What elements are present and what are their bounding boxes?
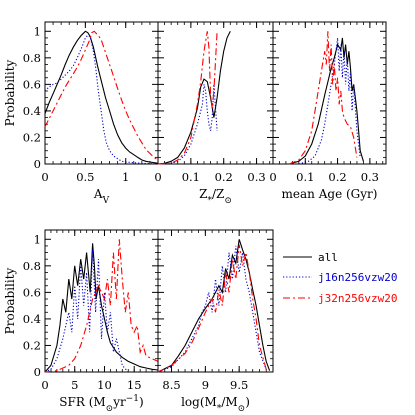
series-line-all xyxy=(157,239,271,373)
series-line-all xyxy=(44,30,159,164)
legend: all j16n256vzw20 j32n256vzw20 xyxy=(283,251,397,305)
y-tick-label: 0.8 xyxy=(23,51,41,65)
x-axis-label: log(M*/M⊙) xyxy=(181,395,250,414)
panel-2: 0 0.1 0.2 0.3 mean Age (Gyr) xyxy=(269,21,387,201)
panel-0: 0 0.2 0.4 0.6 0.8 1 0 0.5 1 AV Probability xyxy=(3,21,159,206)
x-tick-label: 0 xyxy=(41,378,48,392)
y-tick-label: 0.4 xyxy=(23,104,41,118)
series-line-all xyxy=(288,37,364,165)
panel-frame xyxy=(157,21,274,165)
panel-frame xyxy=(157,229,274,373)
x-axis-label: SFR (M⊙yr−1) xyxy=(59,394,143,414)
panel-frame xyxy=(272,21,387,165)
x-tick-label: 5 xyxy=(71,378,78,392)
x-tick-label: 0.5 xyxy=(76,170,94,184)
y-tick-label: 0.4 xyxy=(23,312,41,326)
x-tick-label: 9.5 xyxy=(230,378,248,392)
x-axis-label: AV xyxy=(93,187,110,206)
series-line-j16n256vzw20 xyxy=(298,37,361,165)
y-tick-label: 0.8 xyxy=(23,259,41,273)
panel-frame xyxy=(44,21,159,165)
series-line-all xyxy=(157,31,231,165)
y-tick-label: 0 xyxy=(34,365,41,379)
y-axis-label: Probability xyxy=(3,59,17,126)
x-axis-label: mean Age (Gyr) xyxy=(282,187,378,201)
y-tick-label: 0.2 xyxy=(23,338,41,352)
x-tick-label: 0.2 xyxy=(328,170,346,184)
x-tick-label: 0.1 xyxy=(182,170,200,184)
series-line-j16n256vzw20 xyxy=(157,84,218,165)
series-line-j32n256vzw20 xyxy=(44,30,159,161)
series-line-j16n256vzw20 xyxy=(44,34,159,165)
x-tick-label: 0.2 xyxy=(215,170,233,184)
x-tick-label: 10 xyxy=(97,378,112,392)
x-tick-label: 15 xyxy=(127,378,142,392)
x-tick-label: 0.3 xyxy=(247,170,265,184)
y-axis-label: Probability xyxy=(3,267,17,334)
series-line-j16n256vzw20 xyxy=(157,245,267,373)
x-axis-label: Z*/Z⊙ xyxy=(199,187,232,206)
panel-1: 0 0.1 0.2 0.3 Z*/Z⊙ xyxy=(154,21,274,206)
x-tick-label: 1 xyxy=(122,170,129,184)
y-tick-label: 1 xyxy=(34,232,41,246)
series-line-j32n256vzw20 xyxy=(44,239,159,373)
series-line-j32n256vzw20 xyxy=(157,244,267,373)
series-line-j16n256vzw20 xyxy=(44,249,129,373)
legend-label-all: all xyxy=(318,251,338,264)
x-tick-label: 9 xyxy=(202,378,209,392)
y-tick-label: 0.6 xyxy=(23,285,41,299)
x-tick-label: 0.3 xyxy=(361,170,379,184)
series-line-all xyxy=(44,243,159,373)
legend-label-j16n256vzw20: j16n256vzw20 xyxy=(318,271,397,284)
legend-label-j32n256vzw20: j32n256vzw20 xyxy=(318,292,397,305)
x-tick-label: 8.5 xyxy=(162,378,180,392)
y-tick-label: 0 xyxy=(34,157,41,171)
x-tick-label: 0 xyxy=(41,170,48,184)
panel-4: 8.5 9 9.5 log(M*/M⊙) xyxy=(157,229,274,414)
x-tick-label: 0 xyxy=(269,170,276,184)
series-line-j32n256vzw20 xyxy=(157,31,218,165)
y-tick-label: 0.2 xyxy=(23,130,41,144)
series-line-j32n256vzw20 xyxy=(288,31,358,165)
y-tick-label: 0.6 xyxy=(23,77,41,91)
x-tick-label: 0 xyxy=(154,170,161,184)
x-tick-label: 0.1 xyxy=(296,170,314,184)
y-tick-label: 1 xyxy=(34,24,41,38)
